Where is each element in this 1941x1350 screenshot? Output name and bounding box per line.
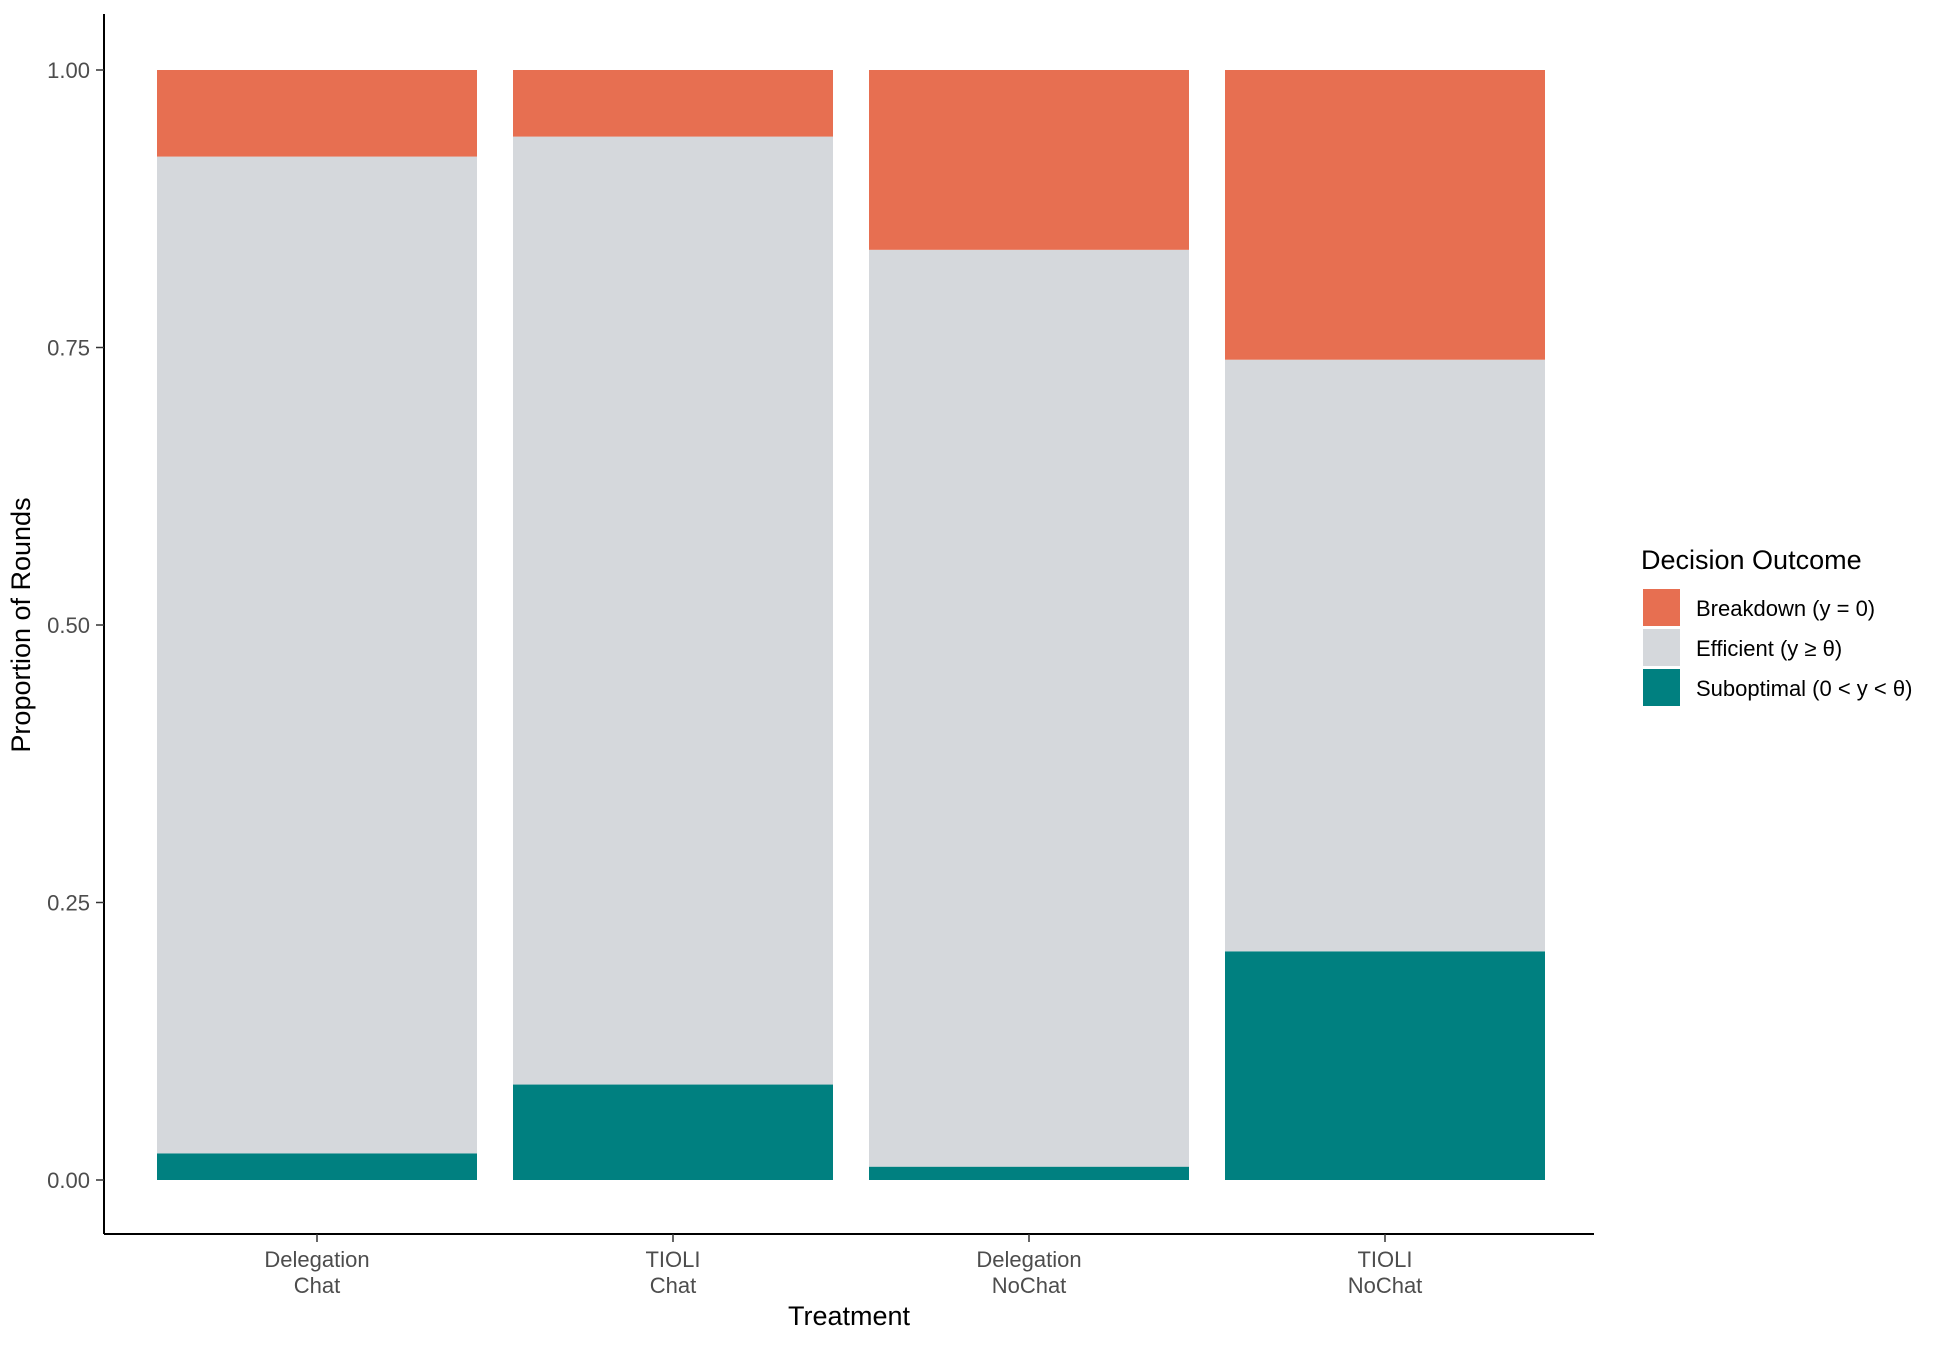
x-tick-label: Delegation [976, 1247, 1081, 1272]
legend-label-breakdown: Breakdown (y = 0) [1696, 596, 1875, 621]
bar-efficient-1 [157, 156, 477, 1154]
bar-efficient-2 [513, 136, 833, 1085]
y-axis-title: Proportion of Rounds [6, 497, 36, 752]
x-axis-title: Treatment [788, 1301, 911, 1331]
bar-suboptimal-2 [513, 1084, 833, 1180]
x-tick-label: Chat [294, 1273, 340, 1298]
legend-title: Decision Outcome [1641, 545, 1862, 575]
axes-layer: 0.000.250.500.751.00DelegationChatTIOLIC… [47, 14, 1594, 1298]
bars-layer [157, 70, 1545, 1180]
legend: Decision Outcome Breakdown (y = 0) Effici… [1641, 545, 1912, 706]
bar-breakdown-3 [869, 70, 1189, 250]
bar-suboptimal-4 [1225, 951, 1545, 1180]
x-tick-label: Delegation [264, 1247, 369, 1272]
x-tick-label: TIOLI [645, 1247, 700, 1272]
bar-breakdown-2 [513, 70, 833, 137]
bar-efficient-4 [1225, 359, 1545, 952]
y-tick-label: 1.00 [47, 58, 90, 83]
bar-breakdown-4 [1225, 70, 1545, 360]
x-tick-label: NoChat [1348, 1273, 1423, 1298]
legend-key-suboptimal [1643, 669, 1680, 706]
y-tick-label: 0.75 [47, 336, 90, 361]
y-tick-label: 0.25 [47, 891, 90, 916]
legend-key-breakdown [1643, 589, 1680, 626]
x-tick-label: TIOLI [1357, 1247, 1412, 1272]
bar-suboptimal-1 [157, 1153, 477, 1180]
legend-label-efficient: Efficient (y ≥ θ) [1696, 636, 1842, 661]
bar-suboptimal-3 [869, 1166, 1189, 1180]
bar-breakdown-1 [157, 70, 477, 157]
x-tick-label: Chat [650, 1273, 696, 1298]
legend-key-efficient [1643, 629, 1680, 666]
y-tick-label: 0.00 [47, 1168, 90, 1193]
x-tick-label: NoChat [992, 1273, 1067, 1298]
bar-efficient-3 [869, 249, 1189, 1167]
legend-label-suboptimal: Suboptimal (0 < y < θ) [1696, 676, 1912, 701]
y-tick-label: 0.50 [47, 613, 90, 638]
